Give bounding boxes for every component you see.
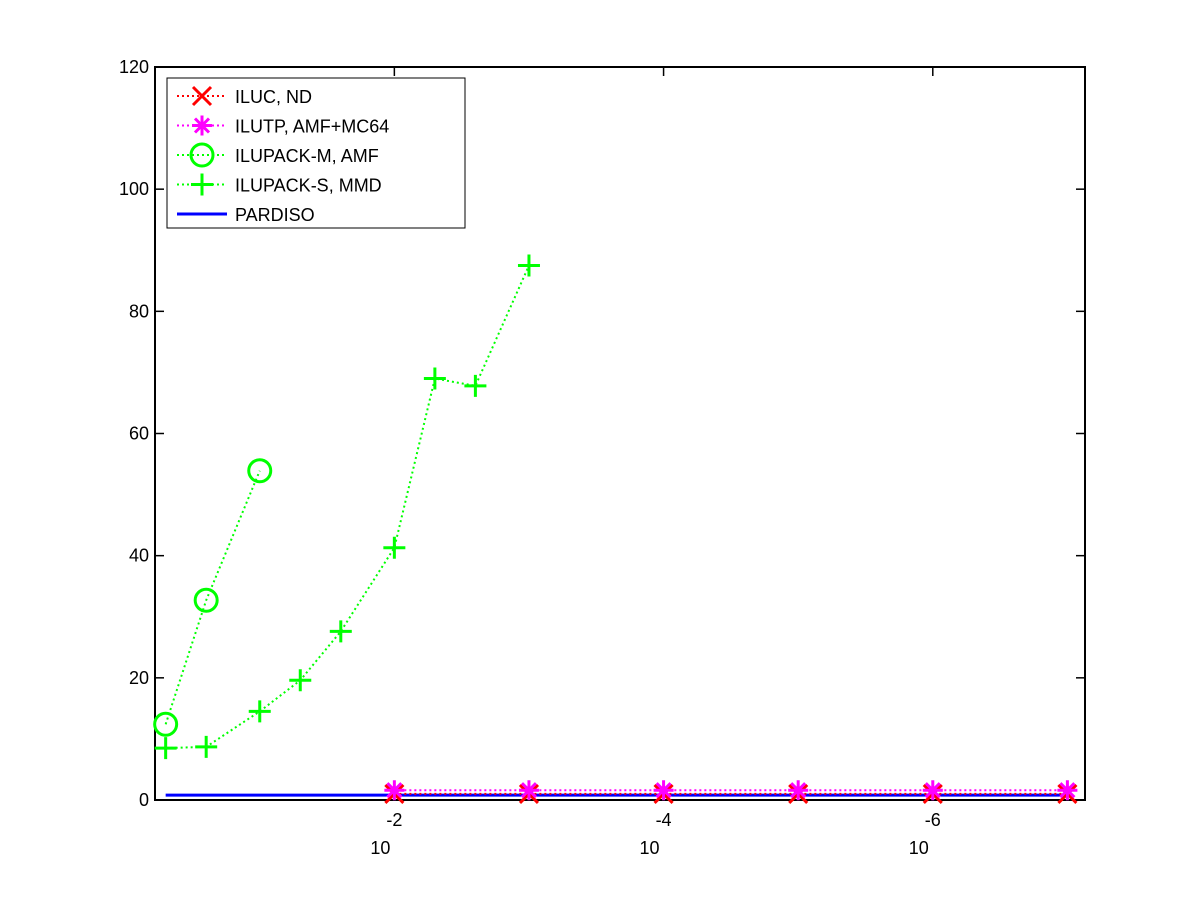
series-line: [165, 265, 530, 750]
marker: [192, 115, 212, 136]
marker: [248, 700, 271, 723]
y-tick-label: 0: [139, 790, 149, 810]
x-tick-label: 10: [909, 838, 929, 858]
marker: [423, 367, 446, 390]
legend-label: ILUC, ND: [235, 87, 312, 107]
marker: [189, 142, 215, 168]
y-tick-label: 40: [129, 546, 149, 566]
marker: [289, 669, 312, 692]
x-tick-label: 10: [370, 838, 390, 858]
legend-label: ILUTP, AMF+MC64: [235, 117, 389, 137]
marker: [154, 737, 177, 760]
marker: [653, 780, 674, 801]
x-tick-exponent: -2: [386, 810, 402, 830]
y-tick-label: 100: [119, 179, 149, 199]
marker: [788, 780, 809, 801]
marker: [153, 711, 179, 737]
y-tick-label: 20: [129, 668, 149, 688]
marker: [1057, 780, 1078, 801]
marker: [193, 587, 219, 613]
series-line: [164, 470, 261, 725]
marker: [517, 254, 540, 277]
marker: [518, 780, 539, 801]
x-tick-exponent: -6: [925, 810, 941, 830]
legend-label: ILUPACK-S, MMD: [235, 176, 382, 196]
marker: [922, 780, 943, 801]
marker: [464, 374, 487, 397]
marker: [191, 173, 213, 196]
y-tick-label: 80: [129, 301, 149, 321]
x-tick-exponent: -4: [656, 810, 672, 830]
marker: [384, 780, 405, 801]
y-tick-label: 60: [129, 424, 149, 444]
marker: [247, 458, 273, 484]
legend-label: PARDISO: [235, 205, 315, 225]
marker: [383, 536, 406, 559]
legend-label: ILUPACK-M, AMF: [235, 146, 379, 166]
x-tick-label: 10: [640, 838, 660, 858]
y-tick-label: 120: [119, 57, 149, 77]
marker: [191, 85, 213, 107]
marker: [195, 735, 218, 758]
marker: [329, 620, 352, 643]
legend-box: [166, 77, 466, 229]
